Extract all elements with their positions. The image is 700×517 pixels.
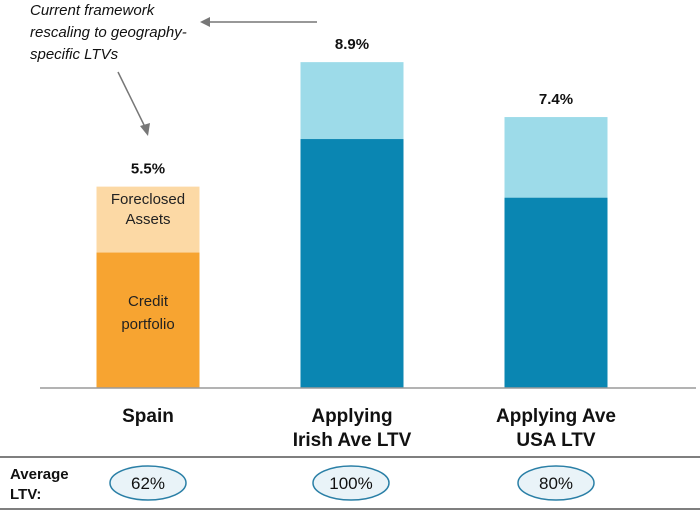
bar-irish-foreclosed-assets bbox=[300, 62, 404, 140]
category-label-spain: Spain bbox=[122, 406, 174, 427]
segment-label-foreclosed-line1: Foreclosed bbox=[111, 191, 185, 208]
ltv-ellipse-usa bbox=[517, 465, 595, 501]
bar-spain-foreclosed-assets bbox=[96, 186, 200, 253]
bar-usa-credit-portfolio bbox=[504, 197, 608, 388]
category-label-irish-line1: Applying bbox=[311, 406, 392, 427]
annotation-line2: rescaling to geography- bbox=[30, 24, 187, 41]
category-label-usa-line1: Applying Ave bbox=[496, 406, 616, 427]
arrow-head-down-icon bbox=[140, 123, 150, 136]
segment-label-credit-line2: portfolio bbox=[121, 316, 174, 333]
bar-spain-credit-portfolio bbox=[96, 252, 200, 388]
bar-usa-foreclosed-assets bbox=[504, 117, 608, 198]
total-label-irish: 8.9% bbox=[335, 36, 369, 53]
total-label-usa: 7.4% bbox=[539, 91, 573, 108]
ltv-value-irish: 100% bbox=[329, 474, 372, 493]
segment-label-credit-line1: Credit bbox=[128, 293, 169, 310]
arrow-head-right-icon bbox=[200, 17, 210, 27]
segment-label-foreclosed-line2: Assets bbox=[125, 211, 170, 228]
ltv-value-usa: 80% bbox=[539, 474, 573, 493]
ltv-ellipse-spain bbox=[109, 465, 187, 501]
ltv-row-title-line2: LTV: bbox=[10, 486, 41, 503]
annotation-arrows bbox=[117, 17, 317, 136]
bars-group bbox=[96, 62, 608, 388]
category-label-irish-line2: Irish Ave LTV bbox=[293, 430, 412, 451]
arrow-line-down bbox=[117, 71, 146, 128]
category-label-usa-line2: USA LTV bbox=[516, 430, 595, 451]
annotation-line3: specific LTVs bbox=[30, 46, 119, 63]
ltv-value-spain: 62% bbox=[131, 474, 165, 493]
ltv-row-title-line1: Average bbox=[10, 466, 69, 483]
total-label-spain: 5.5% bbox=[131, 161, 165, 178]
bar-irish-credit-portfolio bbox=[300, 139, 404, 388]
ltv-ellipse-irish bbox=[312, 465, 390, 501]
annotation-line1: Current framework bbox=[30, 2, 156, 19]
